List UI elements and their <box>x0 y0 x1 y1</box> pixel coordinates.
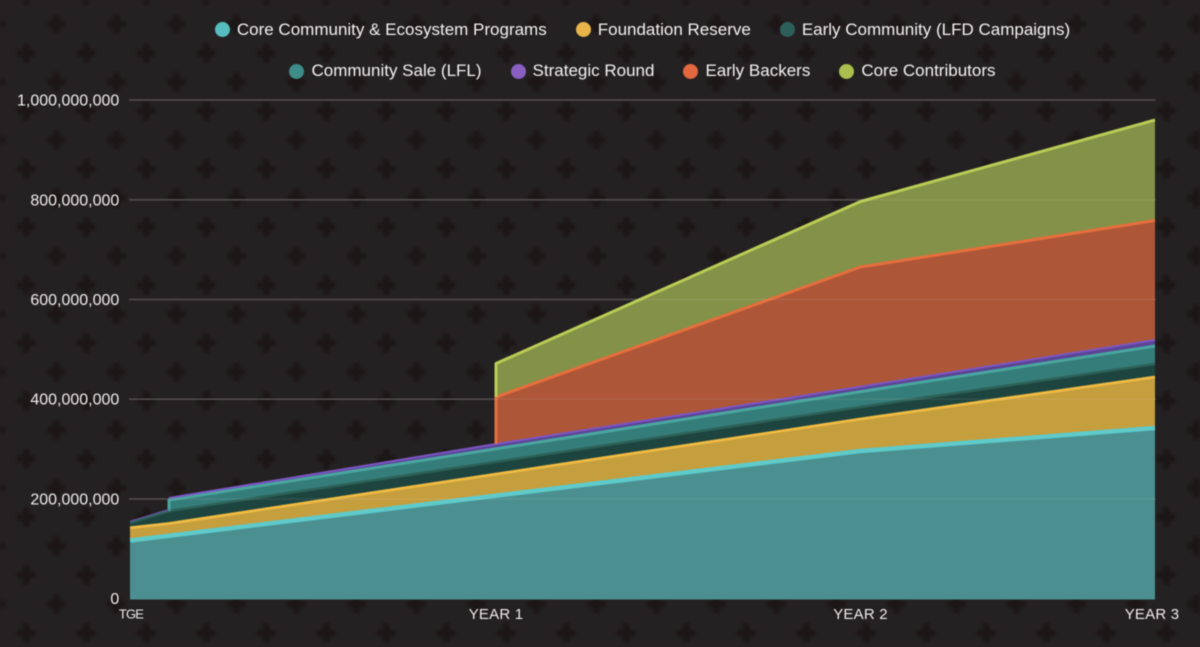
svg-text:200,000,000: 200,000,000 <box>30 492 119 509</box>
svg-text:1,000,000,000: 1,000,000,000 <box>17 93 119 110</box>
svg-text:YEAR 2: YEAR 2 <box>833 606 888 623</box>
svg-text:0: 0 <box>110 591 119 608</box>
svg-text:TGE: TGE <box>119 607 144 622</box>
svg-text:YEAR 1: YEAR 1 <box>469 606 524 623</box>
svg-text:400,000,000: 400,000,000 <box>30 392 119 409</box>
svg-text:YEAR 3: YEAR 3 <box>1125 606 1180 623</box>
svg-text:600,000,000: 600,000,000 <box>30 292 119 309</box>
svg-text:800,000,000: 800,000,000 <box>30 192 119 209</box>
